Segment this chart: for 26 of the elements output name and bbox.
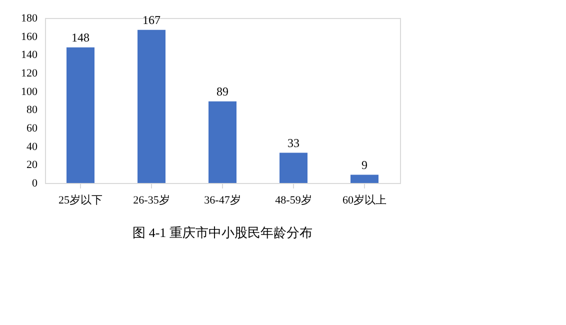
x-tick-label: 60岁以上 — [342, 194, 386, 206]
y-tick-label: 180 — [21, 12, 38, 24]
bar — [350, 174, 378, 183]
y-tick-label: 160 — [21, 30, 38, 43]
y-tick-label: 120 — [21, 68, 38, 80]
data-label: 148 — [72, 30, 90, 44]
bar — [280, 152, 308, 183]
y-tick-label: 0 — [32, 178, 38, 190]
y-tick-label: 60 — [26, 122, 38, 134]
x-tick-label: 48-59岁 — [275, 194, 312, 206]
data-label: 9 — [362, 158, 368, 172]
bar — [208, 101, 236, 183]
bar — [66, 47, 94, 183]
text: 图 4-1 重庆市中小股民年龄分布 — [132, 225, 312, 240]
x-tick-label: 36-47岁 — [204, 194, 241, 206]
data-label: 167 — [142, 12, 160, 27]
x-tick-label: 26-35岁 — [133, 194, 170, 206]
y-tick-label: 100 — [21, 86, 38, 98]
y-tick-label: 40 — [26, 140, 38, 153]
x-tick-label: 25岁以下 — [58, 194, 102, 206]
bar — [138, 30, 166, 183]
data-label: 33 — [288, 136, 300, 150]
data-label: 89 — [216, 84, 228, 98]
y-tick-label: 80 — [26, 104, 38, 116]
y-tick-label: 140 — [21, 49, 38, 62]
y-tick-label: 20 — [26, 159, 38, 172]
